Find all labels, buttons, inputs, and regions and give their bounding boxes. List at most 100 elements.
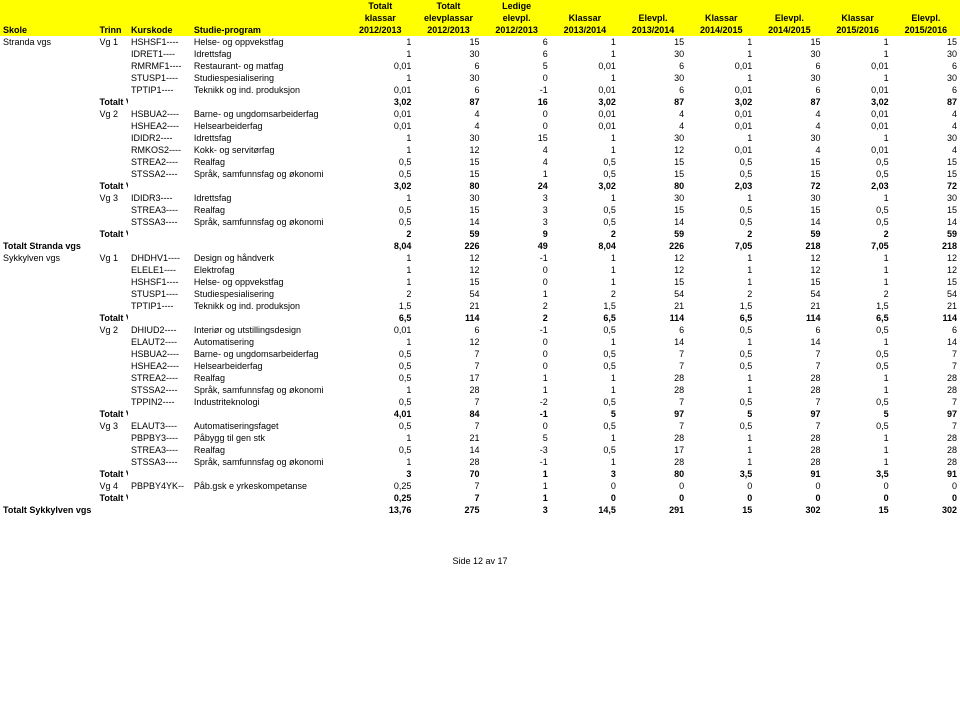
header-cell: 2012/2013 [346,24,414,36]
table-row: Totalt Vg 13,0287163,02873,02873,0287 [0,96,960,108]
cell: 12 [414,144,482,156]
cell: 6 [483,48,551,60]
cell: 5 [687,408,755,420]
header-cell [687,0,755,12]
cell: IDIDR2---- [128,132,191,144]
cell: HSBUA2---- [128,348,191,360]
cell: STUSP1---- [128,72,191,84]
cell: 114 [755,312,823,324]
header-cell: Klassar [824,12,892,24]
cell [128,180,191,192]
cell [97,336,128,348]
cell: Automatisering [191,336,346,348]
cell: -1 [483,456,551,468]
cell: 1 [346,264,414,276]
cell: 2 [483,300,551,312]
header-cell: Totalt [414,0,482,12]
cell: 1 [824,192,892,204]
cell: 49 [483,240,551,252]
cell: 59 [414,228,482,240]
cell: 0 [892,480,960,492]
cell: 91 [892,468,960,480]
cell [97,60,128,72]
cell: 15 [414,276,482,288]
cell [97,48,128,60]
cell: 1 [483,480,551,492]
cell: 4 [483,144,551,156]
cell: 0,5 [346,216,414,228]
cell: DHDHV1---- [128,252,191,264]
cell: 12 [892,264,960,276]
cell: Sykkylven vgs [0,252,97,264]
table-row: STREA2----Realfag0,5171128128128 [0,372,960,384]
cell: 3 [551,468,619,480]
cell [0,156,97,168]
cell [191,504,346,516]
cell: 91 [755,468,823,480]
cell: 6 [619,84,687,96]
cell: Påbygg til gen stk [191,432,346,444]
cell: STSSA2---- [128,384,191,396]
cell: 0 [687,480,755,492]
cell: 3 [483,504,551,516]
cell: Elektrofag [191,264,346,276]
table-row: Totalt Vg 337013803,5913,591 [0,468,960,480]
cell [0,216,97,228]
cell: Restaurant- og matfag [191,60,346,72]
cell: 0,5 [346,204,414,216]
header-cell [191,12,346,24]
cell: 0,25 [346,480,414,492]
cell: 2 [551,228,619,240]
cell: 0,01 [346,60,414,72]
cell: 15 [619,168,687,180]
table-row: RMKOS2----Kokk- og servitørfag11241120,0… [0,144,960,156]
cell: 12 [414,264,482,276]
cell: 0,5 [824,156,892,168]
cell: 15 [892,156,960,168]
cell: 0,5 [824,204,892,216]
cell: STREA2---- [128,156,191,168]
cell: 1 [346,432,414,444]
cell: 0,01 [824,144,892,156]
cell: 1 [824,72,892,84]
cell: 1 [346,192,414,204]
cell: 0,01 [824,84,892,96]
cell: 6 [414,60,482,72]
cell: 87 [619,96,687,108]
cell: 7 [755,396,823,408]
cell [191,312,346,324]
cell: 70 [414,468,482,480]
cell [0,60,97,72]
cell: 15 [755,36,823,48]
cell: Idrettsfag [191,192,346,204]
cell: 6 [892,324,960,336]
cell: RMKOS2---- [128,144,191,156]
cell: 1 [346,144,414,156]
cell: 0 [551,492,619,504]
cell: Realfag [191,156,346,168]
cell: 7 [755,420,823,432]
cell: 87 [414,96,482,108]
cell [0,72,97,84]
cell: 0,5 [551,204,619,216]
cell: 15 [755,156,823,168]
header-cell: Ledige [483,0,551,12]
cell: 1 [551,36,619,48]
table-row: Sykkylven vgsVg 1DHDHV1----Design og hån… [0,252,960,264]
cell: 302 [892,504,960,516]
table-row: STREA3----Realfag0,514-30,517128128 [0,444,960,456]
cell [97,84,128,96]
header-cell: Totalt [346,0,414,12]
header-cell: Elevpl. [892,12,960,24]
cell: 0,5 [687,396,755,408]
cell [97,444,128,456]
cell: 54 [755,288,823,300]
cell: 28 [414,384,482,396]
cell: 0,5 [551,360,619,372]
cell: HSHEA2---- [128,120,191,132]
header-cell: 2015/2016 [824,24,892,36]
cell: 1 [824,36,892,48]
cell [0,276,97,288]
cell: 1 [551,192,619,204]
cell: 6,5 [551,312,619,324]
